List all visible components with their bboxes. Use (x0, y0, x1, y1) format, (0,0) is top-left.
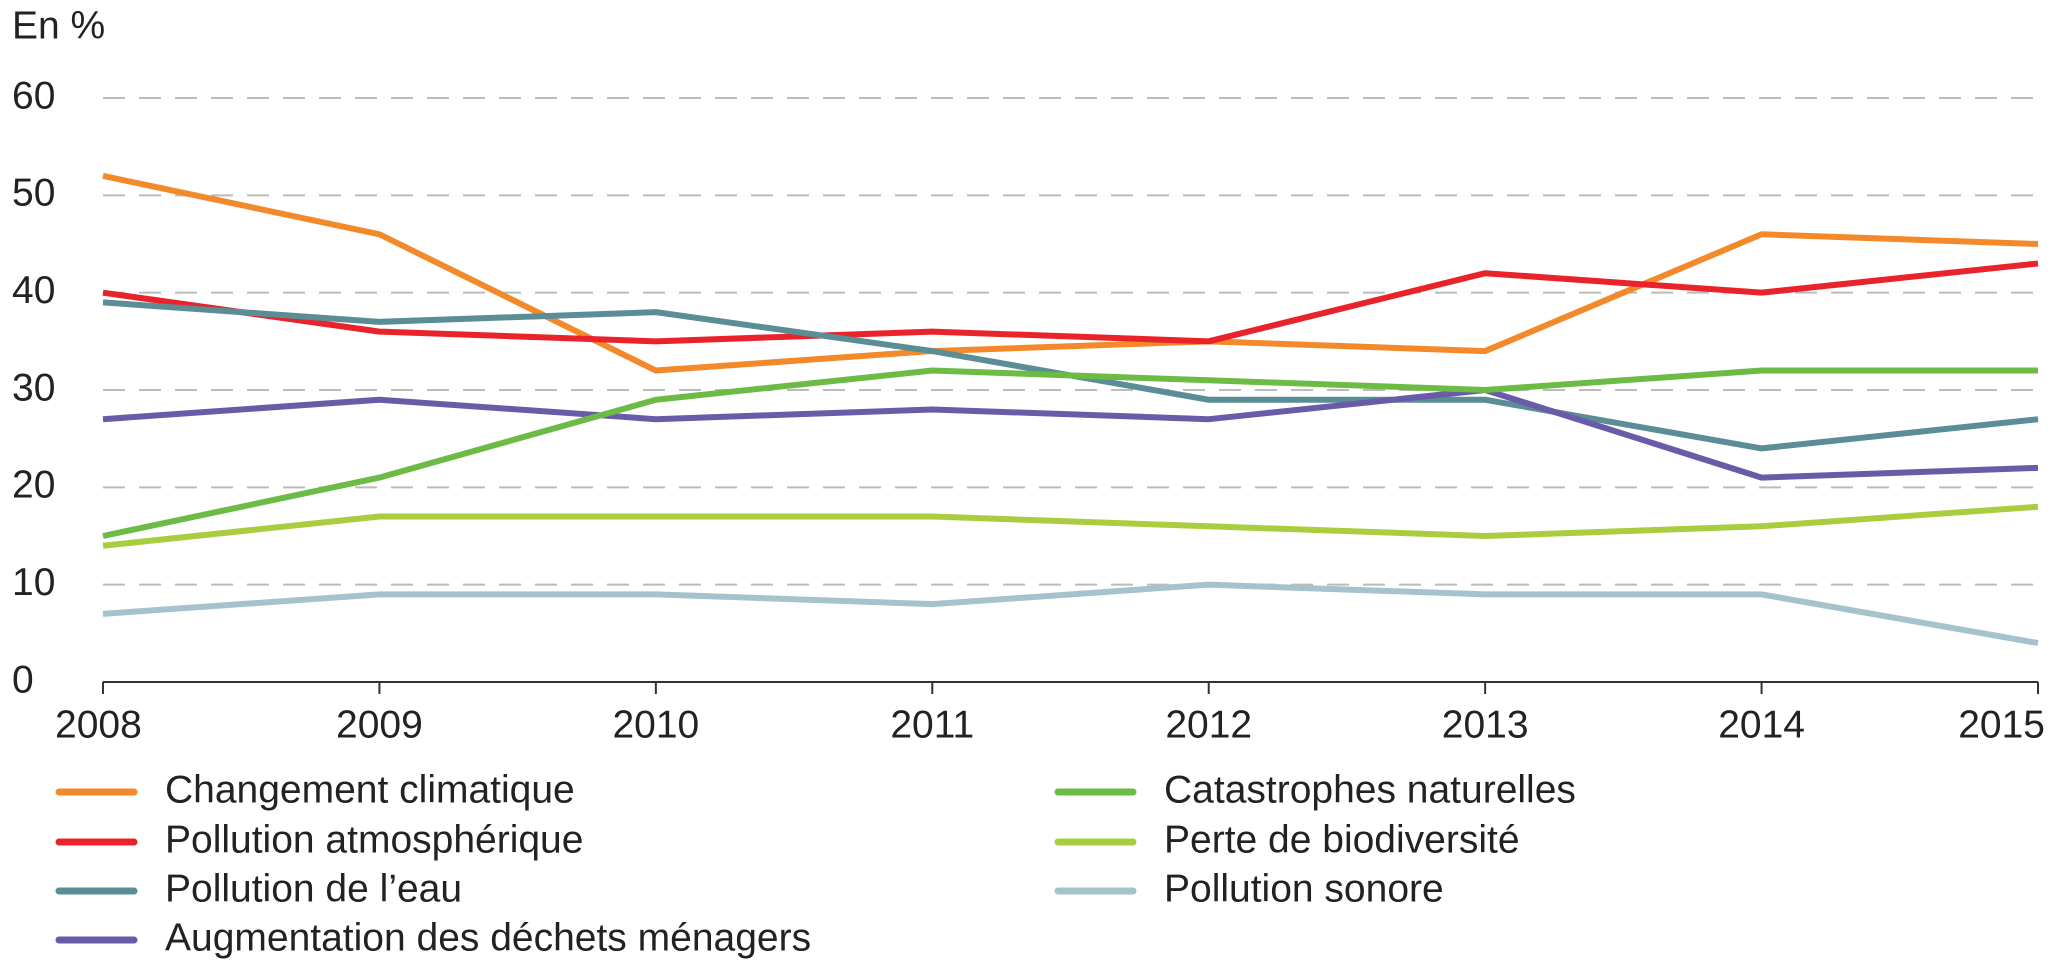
series-line (102, 581, 2039, 647)
series-line (102, 387, 2039, 481)
y-tick-label: 40 (12, 269, 55, 312)
series-line (102, 503, 2039, 549)
y-tick-label: 10 (12, 561, 55, 604)
x-tick-label: 2012 (1165, 703, 1252, 746)
x-tick-label: 2010 (612, 703, 699, 746)
legend-label: Pollution atmosphérique (165, 818, 583, 861)
series-line (102, 260, 2039, 345)
legend-label: Pollution de l’eau (165, 867, 462, 910)
series-line (102, 367, 2038, 539)
legend-label: Pollution sonore (1164, 867, 1444, 910)
legend-label: Perte de biodiversité (1164, 818, 1520, 861)
y-tick-label: 20 (12, 464, 55, 507)
x-tick-label: 2008 (55, 703, 142, 746)
y-tick-label: 60 (12, 74, 55, 117)
x-tick-label: 2013 (1442, 703, 1529, 746)
y-axis-label: En % (12, 4, 105, 47)
series-line (102, 172, 2039, 374)
y-tick-label: 30 (12, 366, 55, 409)
x-tick-label: 2014 (1718, 703, 1805, 746)
x-tick-label: 2009 (336, 703, 423, 746)
y-tick-label: 0 (12, 658, 34, 701)
legend-label: Augmentation des déchets ménagers (165, 916, 811, 959)
y-tick-label: 50 (12, 172, 55, 215)
legend-label: Catastrophes naturelles (1164, 768, 1576, 811)
x-tick-label: 2015 (1958, 703, 2045, 746)
x-tick-label: 2011 (890, 703, 974, 746)
legend-label: Changement climatique (165, 768, 575, 811)
